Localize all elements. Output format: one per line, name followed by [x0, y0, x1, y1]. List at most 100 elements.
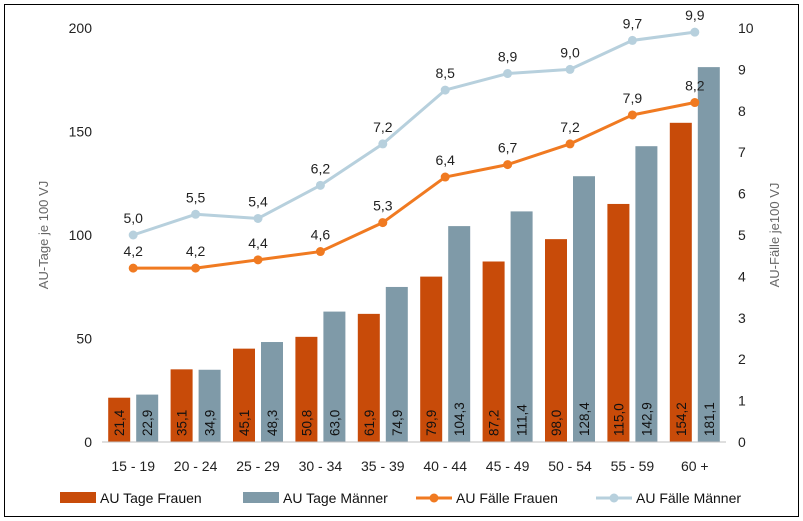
- line-faelle-frauen: [133, 101, 696, 270]
- y-right-tick-label: 6: [738, 186, 746, 202]
- labels-layer: 21,4 22,9 35,1 34,9 45,1 48,3 50,8 63,0 61,9 74,9…: [112, 7, 717, 436]
- bar-maenner: [573, 176, 595, 442]
- line-data-label: 7,2: [373, 119, 393, 135]
- line-point: [440, 85, 450, 95]
- bar-data-label: 34,9: [203, 410, 218, 436]
- y-left-tick-label: 150: [69, 124, 93, 140]
- bar-maenner: [198, 369, 221, 442]
- bar-frauen: [108, 397, 131, 442]
- line-point: [565, 64, 575, 74]
- bar-data-label: 22,9: [140, 410, 155, 436]
- bar-data-label: 63,0: [327, 410, 342, 436]
- y-left-axis-title: AU-Tage je 100 VJ: [36, 181, 51, 289]
- x-tick-label: 40 - 44: [423, 458, 467, 474]
- legend-label: AU Tage Frauen: [100, 490, 202, 506]
- line-point: [378, 139, 388, 149]
- bar-data-label: 61,9: [362, 410, 377, 436]
- bar-data-label: 50,8: [299, 410, 314, 436]
- line-data-label: 5,5: [186, 189, 206, 205]
- line-point: [627, 35, 637, 45]
- bar-frauen: [545, 239, 567, 442]
- lines-layer: [128, 27, 700, 273]
- line-data-label: 5,4: [248, 193, 268, 209]
- line-data-label: 5,3: [373, 198, 393, 214]
- bar-data-label: 111,4: [515, 404, 530, 436]
- y-right-tick-label: 8: [738, 103, 746, 119]
- line-data-label: 8,5: [435, 65, 455, 81]
- bar-data-label: 142,9: [639, 402, 654, 436]
- bar-data-label: 74,9: [390, 410, 405, 436]
- line-point: [690, 98, 700, 108]
- bar-data-label: 21,4: [112, 409, 127, 436]
- y-right-tick-label: 9: [738, 61, 746, 77]
- bar-frauen: [482, 261, 505, 442]
- line-point: [315, 180, 325, 190]
- bar-data-label: 115,0: [611, 403, 626, 436]
- x-tick-label: 15 - 19: [111, 458, 155, 474]
- y-left-tick-label: 0: [84, 434, 92, 450]
- x-tick-label: 20 - 24: [174, 458, 218, 474]
- line-point: [253, 255, 263, 265]
- legend-label: AU Fälle Männer: [636, 490, 741, 506]
- legend-swatch: [60, 492, 96, 503]
- line-point: [378, 218, 388, 228]
- bar-data-label: 79,9: [424, 410, 439, 436]
- y-left-tick-label: 100: [69, 227, 93, 243]
- line-point: [128, 230, 138, 240]
- legend-label: AU Fälle Frauen: [456, 490, 558, 506]
- line-data-label: 4,4: [248, 235, 268, 251]
- y-left-tick-label: 50: [76, 331, 92, 347]
- bars-layer: [108, 67, 720, 443]
- bar-frauen: [669, 122, 692, 442]
- bar-data-label: 104,3: [452, 402, 467, 436]
- line-data-label: 6,4: [435, 152, 455, 168]
- line-point: [191, 209, 201, 219]
- line-point: [253, 213, 263, 223]
- legend-label: AU Tage Männer: [283, 490, 388, 506]
- axes-layer: 0 50 100 150 200 0 1 2 3 4 5 6 7 8 9 10 15 - 19 20 - 24 25…: [36, 20, 782, 474]
- y-right-tick-label: 1: [738, 393, 746, 409]
- bar-maenner: [136, 394, 159, 442]
- line-data-label: 9,7: [623, 15, 643, 31]
- line-point: [690, 27, 700, 37]
- legend-marker: [609, 493, 619, 503]
- bar-maenner: [697, 67, 720, 443]
- line-point: [503, 69, 513, 79]
- y-right-tick-label: 5: [738, 227, 746, 243]
- line-data-label: 6,2: [311, 160, 331, 176]
- line-data-label: 9,9: [685, 7, 705, 23]
- bar-data-label: 87,2: [487, 410, 502, 436]
- y-right-tick-label: 0: [738, 434, 746, 450]
- y-right-tick-label: 2: [738, 351, 746, 367]
- legend-swatch: [243, 492, 279, 503]
- line-data-label: 8,2: [685, 78, 705, 94]
- bar-data-label: 45,1: [237, 410, 252, 436]
- line-data-label: 6,7: [498, 140, 518, 156]
- bar-data-label: 35,1: [175, 410, 190, 436]
- line-point: [565, 139, 575, 149]
- line-data-label: 7,2: [560, 119, 580, 135]
- y-right-axis-title: AU-Fälle je100 VJ: [767, 183, 782, 288]
- line-point: [128, 263, 138, 273]
- bar-data-label: 154,2: [674, 402, 689, 436]
- line-data-label: 8,9: [498, 49, 518, 65]
- y-right-tick-label: 3: [738, 310, 746, 326]
- bar-data-label: 181,1: [702, 402, 717, 436]
- y-left-tick-label: 200: [69, 20, 93, 36]
- legend-marker: [429, 493, 439, 503]
- line-data-label: 4,6: [311, 227, 331, 243]
- line-data-label: 4,2: [123, 243, 143, 259]
- x-tick-label: 25 - 29: [236, 458, 280, 474]
- line-point: [315, 247, 325, 257]
- bar-maenner: [323, 311, 346, 442]
- bar-maenner: [385, 286, 408, 442]
- bar-maenner: [261, 342, 283, 442]
- bar-frauen: [233, 348, 255, 442]
- bar-data-label: 128,4: [577, 402, 592, 436]
- line-point: [627, 110, 637, 120]
- bar-frauen: [357, 313, 380, 442]
- line-data-label: 5,0: [123, 210, 143, 226]
- bar-frauen: [170, 369, 193, 442]
